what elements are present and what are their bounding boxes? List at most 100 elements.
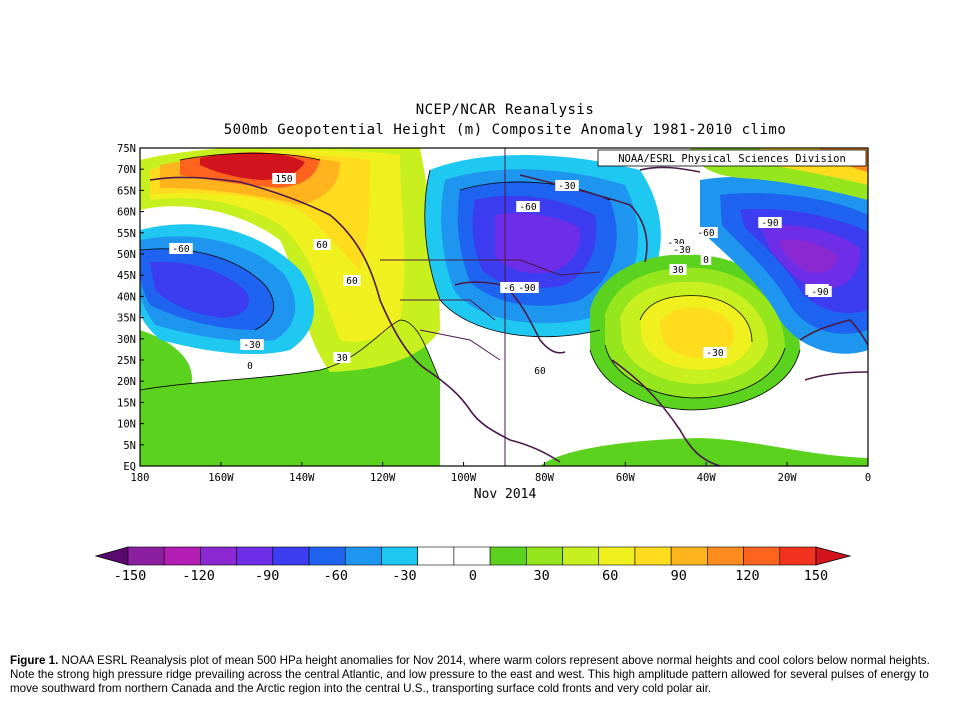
contour-label: -60 — [697, 228, 714, 239]
contour-label: 30 — [672, 265, 684, 276]
contour-label-bg — [808, 286, 832, 297]
colorbar-segment — [489, 546, 527, 566]
contour-label: 60 — [346, 276, 358, 287]
colorbar-segment — [779, 546, 817, 566]
colorbar-tick-label: -60 — [324, 568, 348, 584]
contour-label-bg — [169, 243, 193, 254]
contour-label-group: 1506060-60-30030-30-60-60-90-30-60-90-30… — [169, 173, 832, 377]
contour-label: -30 — [667, 238, 684, 249]
lat-tick-label: 75N — [117, 143, 136, 155]
contour-label: 0 — [247, 361, 253, 372]
lat-tick-label: 10N — [117, 419, 136, 431]
lon-tick-label: 120W — [370, 472, 396, 484]
figure-caption-label: Figure 1. — [10, 654, 59, 667]
period-label: Nov 2014 — [474, 487, 537, 502]
lat-tick-label: EQ — [123, 461, 136, 473]
colorbar-segment — [634, 546, 672, 566]
colorbar-tick-label: -90 — [255, 568, 279, 584]
contour-label: -90 — [761, 218, 778, 229]
colorbar — [94, 546, 852, 566]
latitude-axis: 75N 70N 65N 60N 55N 50N 45N 40N 35N 30N 25N 20N 15N 1… — [117, 143, 144, 473]
lon-tick-label: 20W — [778, 472, 798, 484]
contour-label-bg — [664, 237, 688, 248]
colorbar-segment — [743, 546, 781, 566]
credit-label: NOAA/ESRL Physical Sciences Division — [618, 153, 846, 165]
longitude-axis: 180 160W 140W 120W 100W 80W 60W 40W 20W 0 — [131, 462, 871, 484]
lon-tick-label: 140W — [289, 472, 315, 484]
lon-tick-label: 100W — [451, 472, 477, 484]
contour-label: 60 — [316, 240, 328, 251]
plot-frame — [139, 147, 869, 467]
contour-label-bg — [516, 201, 540, 212]
colorbar-segment — [598, 546, 636, 566]
colorbar-tick-label: 120 — [735, 568, 759, 584]
figure-caption-text: NOAA ESRL Reanalysis plot of mean 500 HP… — [10, 654, 930, 695]
colorbar-segment — [526, 546, 563, 566]
contour-label-bg — [670, 244, 694, 255]
contour-label-bg — [515, 282, 539, 293]
colorbar-segment — [308, 546, 346, 566]
colorbar-segment — [127, 546, 165, 566]
colorbar-arrow-high — [815, 546, 852, 566]
lon-tick-label: 180 — [131, 472, 150, 484]
lat-tick-label: 35N — [117, 313, 136, 325]
colorbar-segment — [670, 546, 708, 566]
colorbar-segment — [417, 546, 455, 566]
contour-label: -60 — [172, 244, 189, 255]
colorbar-tick-label: 60 — [602, 568, 618, 584]
contour-label: -30 — [673, 245, 690, 256]
colorbar-segment — [236, 546, 274, 566]
contour-label-bg — [669, 264, 687, 275]
colorbar-arrow-low — [94, 546, 129, 566]
lat-tick-label: 65N — [117, 185, 136, 197]
contour-label: 0 — [703, 255, 709, 266]
colorbar-segment — [163, 546, 201, 566]
colorbar-tick-label: -30 — [392, 568, 416, 584]
map-subtitle: 500mb Geopotential Height (m) Composite … — [223, 122, 787, 138]
contour-label-bg — [240, 339, 264, 350]
contour-label-bg — [700, 254, 712, 265]
contour-label-bg — [244, 360, 256, 371]
figure-caption: Figure 1. NOAA ESRL Reanalysis plot of m… — [10, 654, 955, 696]
contour-label: 150 — [275, 174, 292, 185]
lon-tick-label: 40W — [697, 472, 717, 484]
colorbar-segment — [707, 546, 744, 566]
lat-tick-label: 60N — [117, 207, 136, 219]
contour-label: 60 — [534, 366, 546, 377]
lat-tick-label: 55N — [117, 228, 136, 240]
contour-label-bg — [343, 275, 361, 286]
lat-tick-label: 25N — [117, 355, 136, 367]
lon-tick-label: 80W — [535, 472, 555, 484]
colorbar-segment — [453, 546, 491, 566]
contour-label-bg — [555, 180, 579, 191]
contour-label-bg — [703, 347, 727, 358]
lon-tick-label: 0 — [865, 472, 871, 484]
colorbar-ticks: -150 -120 -90 -60 -30 0 30 60 90 120 150 — [114, 568, 828, 584]
contour-label: -60 — [519, 202, 536, 213]
colorbar-tick-label: -120 — [182, 568, 215, 584]
lat-tick-label: 20N — [117, 376, 136, 388]
colorbar-tick-label: -150 — [114, 568, 147, 584]
lat-tick-label: 15N — [117, 397, 136, 409]
contour-label: -30 — [558, 181, 575, 192]
contour-label-bg — [694, 227, 718, 238]
contour-label: -90 — [518, 283, 535, 294]
colorbar-segment — [344, 546, 382, 566]
colorbar-segment — [562, 546, 600, 566]
contour-label-bg — [333, 352, 351, 363]
lat-tick-label: 30N — [117, 334, 136, 346]
contour-label-bg — [272, 173, 296, 184]
colorbar-tick-label: 0 — [469, 568, 477, 584]
contour-label-bg — [758, 217, 782, 228]
lat-tick-label: 40N — [117, 291, 136, 303]
lon-tick-label: 160W — [208, 472, 234, 484]
lon-tick-label: 60W — [616, 472, 636, 484]
colorbar-segment — [200, 546, 237, 566]
colorbar-segment — [381, 546, 418, 566]
contour-label: -30 — [243, 340, 260, 351]
contour-label-bg — [500, 282, 524, 293]
colorbar-tick-label: 30 — [533, 568, 549, 584]
lat-tick-label: 5N — [123, 440, 136, 452]
contour-label-bg — [531, 365, 549, 376]
contour-label: -30 — [706, 348, 723, 359]
